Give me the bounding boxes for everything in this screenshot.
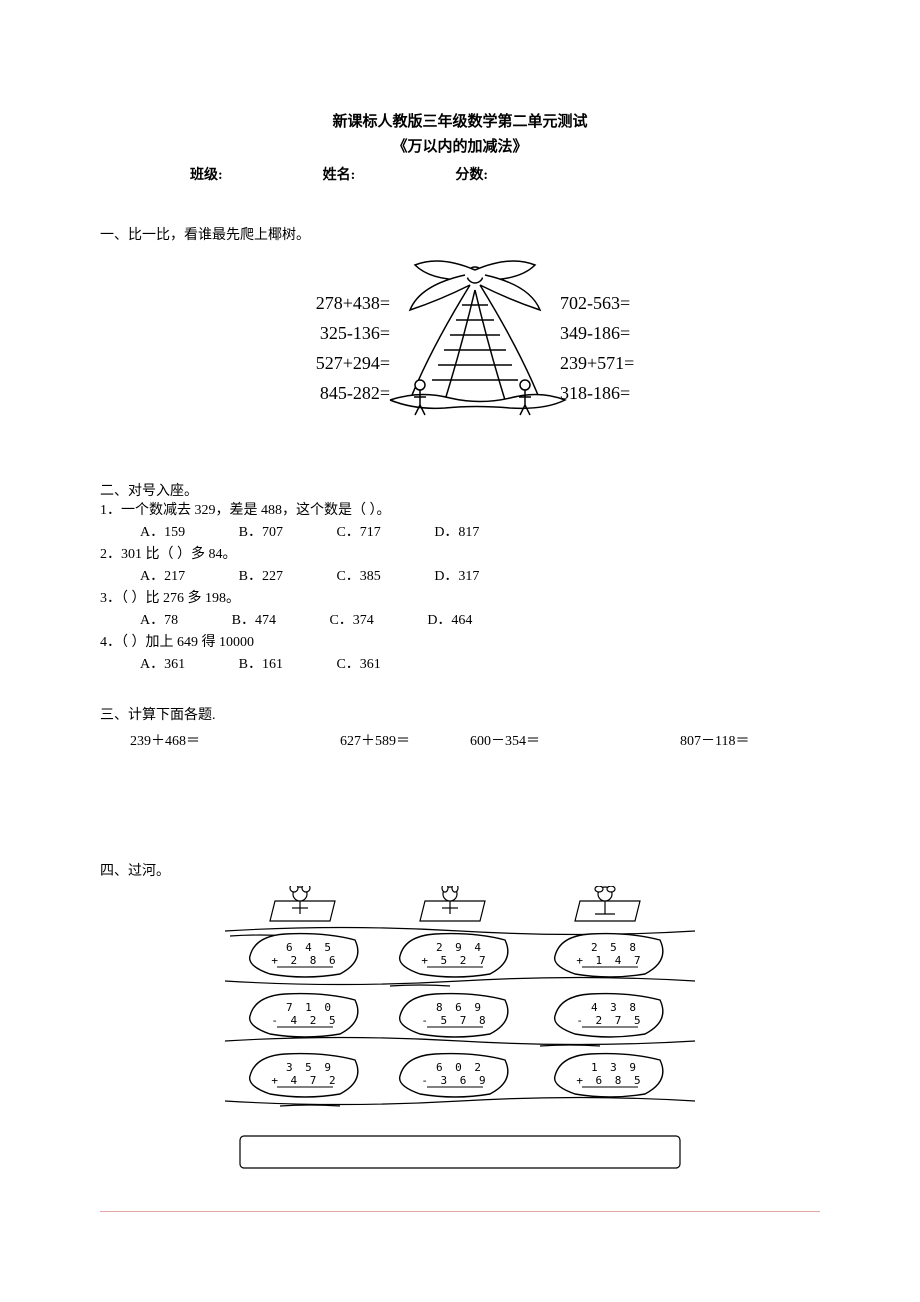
q2-opt: D．817 <box>434 522 479 544</box>
svg-text:6 0 2: 6 0 2 <box>436 1061 484 1074</box>
palm-tree-icon <box>370 250 580 440</box>
q2-item: 1．一个数减去 329，差是 488，这个数是（ ）。 <box>100 500 820 522</box>
svg-text:6 4 5: 6 4 5 <box>286 941 334 954</box>
svg-text:+ 2 8 6: + 2 8 6 <box>271 954 338 967</box>
q2-opt: C．385 <box>336 566 380 588</box>
q2-options: A．361 B．161 C．361 <box>100 654 820 676</box>
svg-text:3 5 9: 3 5 9 <box>286 1061 334 1074</box>
q2-opt: C．374 <box>329 610 373 632</box>
svg-text:2 9 4: 2 9 4 <box>436 941 484 954</box>
q2-opt: C．361 <box>336 654 380 676</box>
svg-text:+ 4 7 2: + 4 7 2 <box>271 1074 338 1087</box>
svg-text:+ 1 4 7: + 1 4 7 <box>576 954 643 967</box>
q2-opt: A．78 <box>140 610 178 632</box>
q2-opt: A．159 <box>140 522 185 544</box>
q2-opt: C．717 <box>336 522 380 544</box>
q2-item: 4．（ ）加上 649 得 10000 <box>100 632 820 654</box>
svg-text:- 4 2 5: - 4 2 5 <box>271 1014 338 1027</box>
q3-expr: 627＋589＝ <box>340 730 470 750</box>
q2-opt: B．227 <box>239 566 283 588</box>
page-subtitle: 《万以内的加减法》 <box>100 135 820 156</box>
section4: 四、过河。 <box>100 860 820 1186</box>
q2-options: A．78 B．474 C．374 D．464 <box>100 610 820 632</box>
header-fields: 班级: 姓名: 分数: <box>100 164 820 184</box>
section2: 二、对号入座。 1．一个数减去 329，差是 488，这个数是（ ）。 A．15… <box>100 480 820 676</box>
q2-opt: B．474 <box>232 610 276 632</box>
footer-rule <box>100 1211 820 1212</box>
svg-text:2 5 8: 2 5 8 <box>591 941 639 954</box>
section2-title: 二、对号入座。 <box>100 480 820 500</box>
svg-text:8 6 9: 8 6 9 <box>436 1001 484 1014</box>
svg-text:- 3 6 9: - 3 6 9 <box>421 1074 488 1087</box>
q3-expr: 807－118＝ <box>680 730 810 750</box>
score-label: 分数: <box>455 164 488 184</box>
section1-body: 278+438= 325-136= 527+294= 845-282= 702-… <box>100 250 820 450</box>
name-label: 姓名: <box>323 164 356 184</box>
svg-text:4 3 8: 4 3 8 <box>591 1001 639 1014</box>
class-label: 班级: <box>190 164 223 184</box>
svg-text:- 2 7 5: - 2 7 5 <box>576 1014 643 1027</box>
svg-text:1 3 9: 1 3 9 <box>591 1061 639 1074</box>
q2-item: 3．（ ）比 276 多 198。 <box>100 588 820 610</box>
svg-text:7 1 0: 7 1 0 <box>286 1001 334 1014</box>
q2-options: A．159 B．707 C．717 D．817 <box>100 522 820 544</box>
section4-title: 四、过河。 <box>100 860 820 880</box>
q3-expr: 600－354＝ <box>470 730 680 750</box>
section1-title: 一、比一比，看谁最先爬上椰树。 <box>100 224 820 244</box>
page-title: 新课标人教版三年级数学第二单元测试 <box>100 110 820 131</box>
q2-options: A．217 B．227 C．385 D．317 <box>100 566 820 588</box>
q3-row: 239＋468＝ 627＋589＝ 600－354＝ 807－118＝ <box>100 730 820 750</box>
river-crossing-icon: 6 4 5+ 2 8 6 2 9 4+ 5 2 7 2 5 8+ 1 4 7 7 1 … <box>220 886 700 1186</box>
section3-title: 三、计算下面各题. <box>100 704 820 724</box>
svg-text:+ 5 2 7: + 5 2 7 <box>421 954 488 967</box>
q3-expr: 239＋468＝ <box>130 730 340 750</box>
q2-opt: D．464 <box>427 610 472 632</box>
section3: 三、计算下面各题. 239＋468＝ 627＋589＝ 600－354＝ 807… <box>100 704 820 750</box>
q2-opt: B．161 <box>239 654 283 676</box>
q2-opt: A．217 <box>140 566 185 588</box>
q2-opt: B．707 <box>239 522 283 544</box>
q2-opt: D．317 <box>434 566 479 588</box>
q2-item: 2．301 比（ ）多 84。 <box>100 544 820 566</box>
q2-opt: A．361 <box>140 654 185 676</box>
svg-text:- 5 7 8: - 5 7 8 <box>421 1014 488 1027</box>
svg-text:+ 6 8 5: + 6 8 5 <box>576 1074 643 1087</box>
